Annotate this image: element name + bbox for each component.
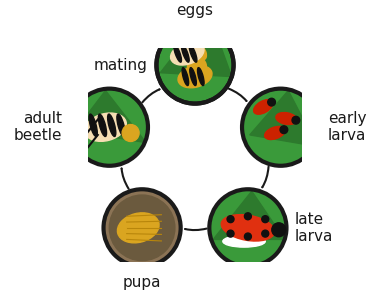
Polygon shape [213,191,285,239]
Text: early
larva: early larva [328,111,366,143]
Ellipse shape [178,65,212,88]
Circle shape [109,195,175,261]
Circle shape [157,27,234,104]
Ellipse shape [117,114,125,136]
Ellipse shape [195,51,203,63]
Ellipse shape [108,114,116,136]
Ellipse shape [187,51,195,63]
FancyArrowPatch shape [142,89,160,102]
Ellipse shape [198,68,204,86]
FancyArrowPatch shape [161,66,231,71]
Circle shape [244,233,252,240]
Text: adult
beetle: adult beetle [14,111,62,143]
Ellipse shape [117,213,159,243]
Ellipse shape [191,55,199,67]
Ellipse shape [182,45,189,62]
Ellipse shape [182,68,188,86]
Circle shape [71,89,148,166]
Polygon shape [75,91,146,142]
Ellipse shape [89,114,97,136]
Circle shape [292,116,300,124]
Text: mating: mating [94,58,148,72]
Ellipse shape [195,63,203,75]
Circle shape [122,124,139,142]
Circle shape [280,126,288,133]
Ellipse shape [85,113,126,141]
Ellipse shape [171,42,204,65]
Ellipse shape [199,59,206,71]
Circle shape [262,216,269,223]
Circle shape [242,89,319,166]
Circle shape [103,189,180,266]
FancyArrowPatch shape [185,229,207,230]
FancyArrowPatch shape [229,89,247,101]
Circle shape [268,98,276,106]
Ellipse shape [187,63,195,75]
Ellipse shape [98,114,106,136]
Circle shape [272,223,286,237]
FancyArrowPatch shape [122,168,129,189]
Text: pupa: pupa [123,275,162,290]
Polygon shape [250,91,317,147]
Polygon shape [160,28,232,77]
Text: eggs: eggs [176,3,214,18]
Ellipse shape [174,45,182,62]
Ellipse shape [264,126,285,140]
Circle shape [227,230,234,237]
Circle shape [244,213,252,220]
Ellipse shape [221,215,275,241]
Polygon shape [184,28,232,77]
Ellipse shape [190,68,196,86]
Ellipse shape [276,112,297,124]
Ellipse shape [199,47,206,60]
Text: late
larva: late larva [295,212,333,244]
Circle shape [209,189,287,266]
Circle shape [227,216,234,223]
Ellipse shape [223,236,265,247]
Ellipse shape [191,44,199,55]
Ellipse shape [189,45,197,62]
Ellipse shape [253,100,273,114]
FancyArrowPatch shape [262,167,269,187]
Circle shape [157,27,234,104]
Circle shape [262,230,269,237]
